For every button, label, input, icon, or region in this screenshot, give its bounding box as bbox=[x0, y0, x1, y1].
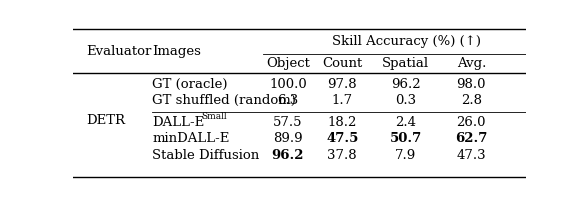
Text: 2.4: 2.4 bbox=[395, 116, 416, 129]
Text: 6.3: 6.3 bbox=[277, 94, 298, 108]
Text: 18.2: 18.2 bbox=[328, 116, 357, 129]
Text: 97.8: 97.8 bbox=[328, 78, 357, 91]
Text: 0.3: 0.3 bbox=[395, 94, 416, 108]
Text: DETR: DETR bbox=[86, 114, 126, 127]
Text: 96.2: 96.2 bbox=[272, 149, 304, 162]
Text: 7.9: 7.9 bbox=[395, 149, 416, 162]
Text: Count: Count bbox=[322, 57, 363, 70]
Text: 57.5: 57.5 bbox=[273, 116, 303, 129]
Text: 96.2: 96.2 bbox=[391, 78, 420, 91]
Text: 47.3: 47.3 bbox=[457, 149, 486, 162]
Text: 37.8: 37.8 bbox=[328, 149, 357, 162]
Text: Images: Images bbox=[152, 45, 201, 58]
Text: 62.7: 62.7 bbox=[455, 132, 488, 145]
Text: Evaluator: Evaluator bbox=[86, 45, 152, 58]
Text: 89.9: 89.9 bbox=[273, 132, 303, 145]
Text: minDALL-E: minDALL-E bbox=[152, 132, 230, 145]
Text: GT shuffled (random): GT shuffled (random) bbox=[152, 94, 296, 108]
Text: Avg.: Avg. bbox=[457, 57, 486, 70]
Text: Stable Diffusion: Stable Diffusion bbox=[152, 149, 259, 162]
Text: 2.8: 2.8 bbox=[461, 94, 482, 108]
Text: 26.0: 26.0 bbox=[457, 116, 486, 129]
Text: 47.5: 47.5 bbox=[326, 132, 359, 145]
Text: 1.7: 1.7 bbox=[332, 94, 353, 108]
Text: Spatial: Spatial bbox=[382, 57, 429, 70]
Text: Small: Small bbox=[201, 112, 227, 121]
Text: Object: Object bbox=[266, 57, 310, 70]
Text: 100.0: 100.0 bbox=[269, 78, 307, 91]
Text: GT (oracle): GT (oracle) bbox=[152, 78, 228, 91]
Text: DALL-E: DALL-E bbox=[152, 116, 204, 129]
Text: 98.0: 98.0 bbox=[457, 78, 486, 91]
Text: 50.7: 50.7 bbox=[390, 132, 422, 145]
Text: Skill Accuracy (%) (↑): Skill Accuracy (%) (↑) bbox=[332, 35, 481, 48]
